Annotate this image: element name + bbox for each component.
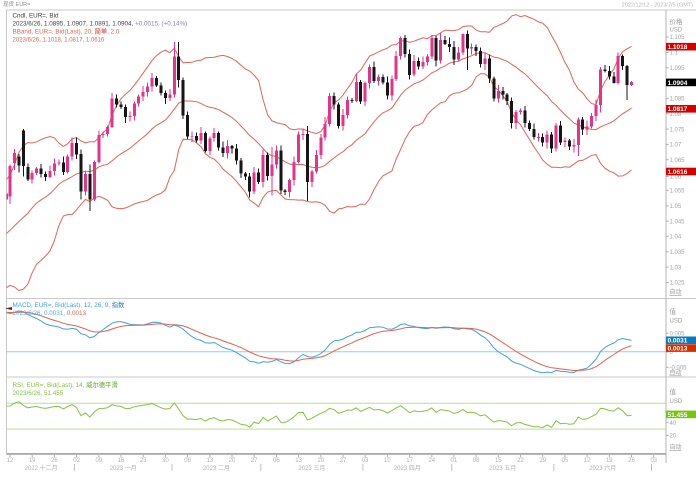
- svg-text:20: 20: [317, 458, 324, 464]
- svg-text:01: 01: [451, 458, 458, 464]
- svg-text:2022 十二月: 2022 十二月: [25, 464, 58, 472]
- svg-text:0: 0: [670, 350, 674, 356]
- svg-text:20: 20: [229, 458, 236, 464]
- svg-text:1.075: 1.075: [670, 127, 686, 133]
- svg-text:1.04: 1.04: [670, 235, 682, 241]
- svg-text:23: 23: [140, 458, 147, 464]
- svg-text:1.065: 1.065: [670, 158, 686, 164]
- svg-text:0.0031: 0.0031: [668, 338, 688, 345]
- svg-text:26: 26: [51, 458, 58, 464]
- svg-text:20: 20: [670, 434, 677, 440]
- svg-text:1.0817: 1.0817: [668, 106, 688, 113]
- svg-text:2023 六月: 2023 六月: [589, 464, 616, 472]
- svg-text:自动: 自动: [670, 288, 682, 296]
- svg-text:06: 06: [184, 458, 191, 464]
- svg-text:2023 三月: 2023 三月: [298, 465, 325, 472]
- svg-text:1.095: 1.095: [670, 66, 686, 72]
- svg-text:2023/6/26, 1.1018, 1.0817, 1.0: 2023/6/26, 1.1018, 1.0817, 1.0616: [13, 37, 105, 43]
- svg-text:1.1018: 1.1018: [668, 44, 688, 51]
- svg-text:自动: 自动: [670, 443, 682, 451]
- svg-text:29: 29: [539, 458, 546, 464]
- svg-text:1.025: 1.025: [670, 281, 686, 287]
- svg-text:03: 03: [362, 458, 369, 464]
- svg-text:1.085: 1.085: [670, 97, 686, 103]
- svg-text:USD: USD: [670, 399, 683, 405]
- svg-text:值: 值: [670, 387, 677, 396]
- svg-text:现货 EUR=: 现货 EUR=: [3, 0, 30, 8]
- svg-text:值: 值: [670, 307, 677, 316]
- svg-text:2023 四月: 2023 四月: [394, 465, 421, 472]
- svg-text:27: 27: [340, 458, 347, 464]
- svg-text:15: 15: [495, 458, 502, 464]
- svg-text:30: 30: [162, 458, 169, 464]
- svg-text:26: 26: [628, 458, 635, 464]
- svg-text:2023/6/26, 1.0895, 1.0907, 1.0: 2023/6/26, 1.0895, 1.0907, 1.0891, 1.090…: [13, 20, 188, 27]
- svg-text:10: 10: [384, 458, 391, 464]
- svg-text:1.105: 1.105: [670, 35, 686, 41]
- svg-text:BBand, EUR=, Bid(Last), 20, 简单: BBand, EUR=, Bid(Last), 20, 简单, 2.0: [13, 26, 120, 35]
- svg-text:RSI, EUR=, Bid(Last), 14, 威尔德平: RSI, EUR=, Bid(Last), 14, 威尔德平滑: [13, 380, 118, 389]
- svg-text:价格: 价格: [670, 17, 684, 26]
- svg-text:1.07: 1.07: [670, 143, 682, 149]
- svg-text:1.06: 1.06: [670, 175, 682, 181]
- svg-text:0.005: 0.005: [670, 331, 686, 337]
- svg-text:2023 五月: 2023 五月: [489, 465, 516, 472]
- svg-text:27: 27: [251, 458, 258, 464]
- svg-text:1.035: 1.035: [670, 250, 686, 256]
- svg-text:12: 12: [7, 458, 14, 464]
- svg-text:02: 02: [73, 458, 80, 464]
- svg-text:2022/12/12 - 2023/7/5 (GMT): 2022/12/12 - 2023/7/5 (GMT): [622, 2, 693, 8]
- svg-text:16: 16: [118, 458, 125, 464]
- svg-text:1.1: 1.1: [670, 51, 679, 57]
- svg-text:05: 05: [562, 458, 569, 464]
- svg-text:51.455: 51.455: [668, 412, 688, 419]
- svg-text:19: 19: [29, 458, 36, 464]
- svg-text:13: 13: [295, 458, 302, 464]
- svg-text:Cndl, EUR=, Bid: Cndl, EUR=, Bid: [13, 12, 60, 19]
- svg-text:2023/6/26, 0.0031, 0.0013: 2023/6/26, 0.0031, 0.0013: [13, 310, 87, 317]
- svg-text:1.0904: 1.0904: [668, 80, 688, 87]
- svg-text:1.08: 1.08: [670, 112, 682, 118]
- svg-text:1.03: 1.03: [670, 265, 682, 271]
- svg-text:1.0616: 1.0616: [668, 169, 688, 176]
- svg-text:22: 22: [517, 458, 524, 464]
- svg-text:03: 03: [650, 458, 657, 464]
- svg-text:0.0013: 0.0013: [668, 346, 688, 353]
- svg-text:2023/6/26, 51.455: 2023/6/26, 51.455: [13, 390, 64, 397]
- svg-text:1.055: 1.055: [670, 189, 686, 195]
- svg-text:40: 40: [670, 421, 677, 427]
- svg-text:2023 一月: 2023 一月: [110, 465, 137, 472]
- svg-text:MACD, EUR=, Bid(Last), 12, 26,: MACD, EUR=, Bid(Last), 12, 26, 9, 指数: [13, 300, 126, 309]
- svg-text:19: 19: [606, 458, 613, 464]
- svg-text:13: 13: [206, 458, 213, 464]
- svg-text:1.05: 1.05: [670, 204, 682, 210]
- svg-text:USD: USD: [670, 319, 683, 325]
- svg-text:24: 24: [428, 458, 435, 464]
- svg-text:自动: 自动: [670, 369, 682, 377]
- svg-text:09: 09: [95, 458, 102, 464]
- svg-text:17: 17: [406, 458, 413, 464]
- svg-text:12: 12: [584, 458, 591, 464]
- svg-text:08: 08: [473, 458, 480, 464]
- svg-text:-0.005: -0.005: [670, 366, 688, 372]
- svg-text:06: 06: [273, 458, 280, 464]
- svg-text:USD: USD: [670, 28, 683, 34]
- svg-text:2023 二月: 2023 二月: [203, 465, 230, 472]
- svg-text:1.045: 1.045: [670, 219, 686, 225]
